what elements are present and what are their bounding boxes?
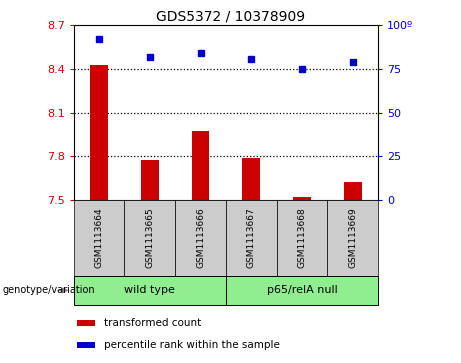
Text: GSM1113666: GSM1113666 [196,207,205,268]
Bar [124,200,175,276]
Bar [77,342,95,348]
Bar [226,200,277,276]
Text: genotype/variation: genotype/variation [2,285,95,295]
Bar [242,158,260,200]
Bar [141,160,159,200]
Text: p65/relA null: p65/relA null [266,285,337,295]
Bar [293,197,311,200]
Bar [344,182,361,200]
Text: GSM1113667: GSM1113667 [247,207,256,268]
Bar [192,131,209,200]
Bar [226,276,378,305]
Text: GSM1113664: GSM1113664 [95,207,104,268]
Bar [90,65,108,200]
Bar [74,276,226,305]
Bar [277,200,327,276]
Text: percentile rank within the sample: percentile rank within the sample [104,340,280,350]
Bar [74,200,124,276]
Text: transformed count: transformed count [104,318,201,328]
Text: GSM1113665: GSM1113665 [145,207,154,268]
Bar [175,200,226,276]
Text: GDS5372 / 10378909: GDS5372 / 10378909 [156,9,305,23]
Bar [327,200,378,276]
Text: GSM1113668: GSM1113668 [297,207,307,268]
Text: GSM1113669: GSM1113669 [348,207,357,268]
Text: wild type: wild type [124,285,175,295]
Bar [77,320,95,326]
